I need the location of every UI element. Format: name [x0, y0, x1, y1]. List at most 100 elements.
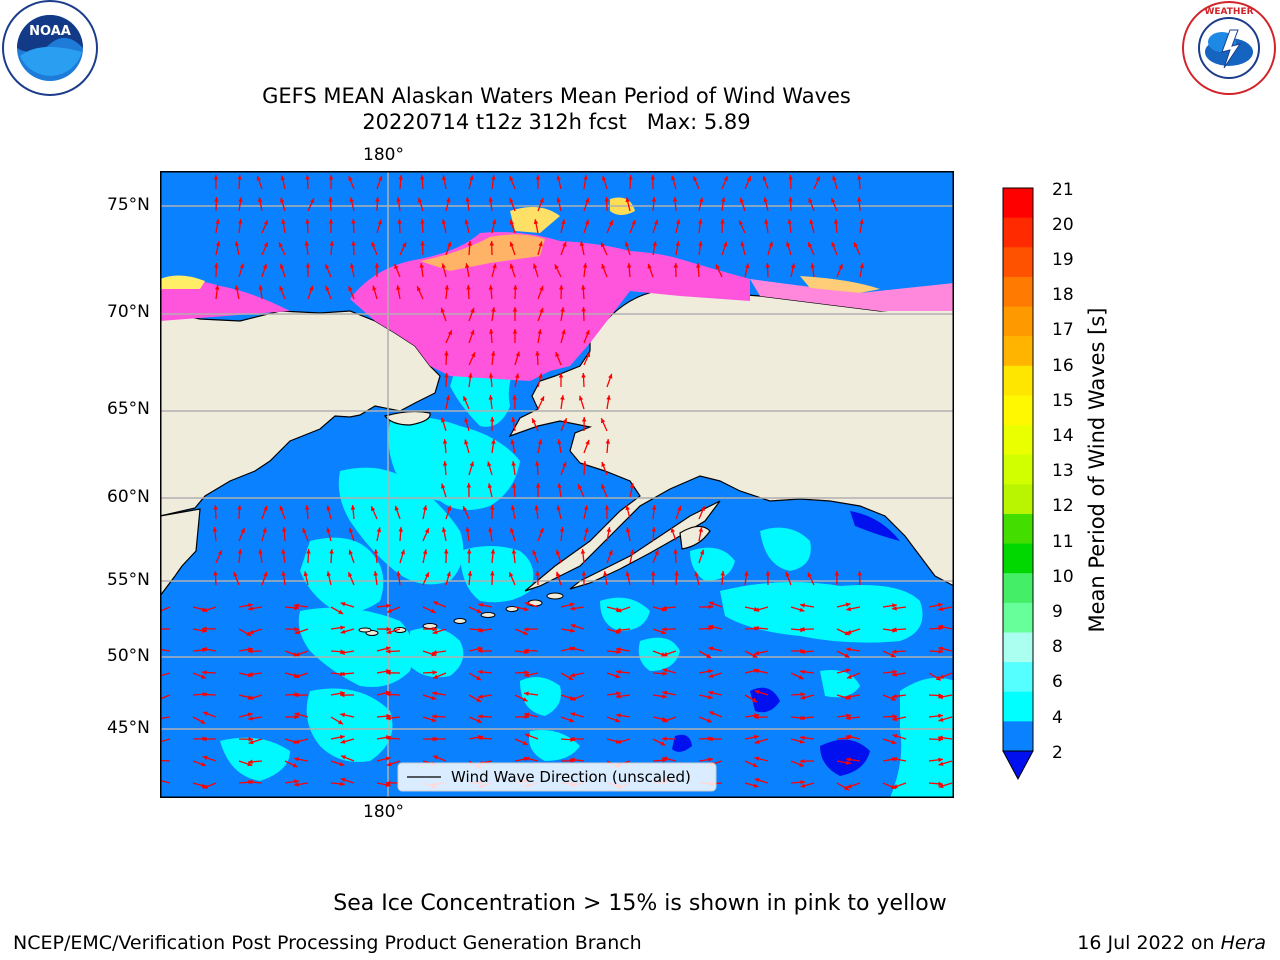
wave-direction-arrowhead: [555, 549, 561, 555]
wave-direction-arrowhead: [509, 241, 514, 247]
wave-direction-arrowhead: [616, 669, 621, 675]
wave-direction-arrowhead: [397, 219, 402, 224]
wave-direction-arrowhead: [341, 755, 346, 760]
colorbar-segment: [1003, 365, 1033, 396]
wave-direction-arrowhead: [857, 571, 862, 576]
wave-direction-arrowhead: [386, 603, 391, 609]
wave-direction-arrowhead: [754, 689, 760, 695]
wave-direction-arrowhead: [422, 505, 428, 511]
wave-direction-arrowhead: [234, 241, 240, 247]
colorbar-segment: [1003, 217, 1033, 248]
wave-direction-arrowhead: [745, 263, 750, 269]
wave-direction-arrowhead: [723, 176, 728, 182]
wave-direction-arrowhead: [400, 549, 405, 555]
wave-direction-arrowhead: [524, 627, 529, 632]
wave-direction-arrowhead: [626, 263, 632, 268]
wave-direction-arrowhead: [938, 717, 944, 722]
wave-direction-arrowhead: [329, 241, 334, 246]
wave-direction-arrowhead: [699, 549, 705, 555]
map-frame: [160, 171, 954, 798]
wave-direction-arrowhead: [478, 628, 483, 633]
wave-direction-arrowhead: [514, 373, 520, 379]
wave-direction-arrowhead: [625, 571, 630, 577]
wave-direction-arrowhead: [754, 778, 760, 783]
wave-direction-arrowhead: [294, 757, 299, 762]
wave-direction-arrowhead: [807, 572, 812, 578]
wave-direction-arrowhead: [662, 627, 667, 632]
wave-direction-arrowhead: [754, 715, 759, 720]
wave-direction-arrowhead: [417, 197, 423, 203]
wave-direction-arrowhead: [338, 719, 343, 725]
cbar-tick-2: 2: [1052, 743, 1063, 763]
wave-direction-arrowhead: [476, 608, 482, 613]
wave-direction-arrowhead: [660, 741, 666, 746]
wave-direction-arrowhead: [844, 653, 850, 658]
wave-direction-arrowhead: [441, 483, 446, 489]
wave-direction-arrowhead: [708, 690, 714, 696]
wave-direction-arrowhead: [304, 505, 310, 510]
wave-direction-arrowhead: [892, 784, 898, 789]
wave-direction-arrowhead: [305, 263, 311, 268]
wave-direction-arrowhead: [281, 219, 286, 224]
wave-direction-arrowhead: [647, 263, 652, 269]
wave-direction-arrowhead: [490, 505, 495, 510]
wave-direction-arrowhead: [510, 527, 515, 533]
wave-direction-arrowhead: [402, 242, 407, 248]
colorbar-segment: [1003, 632, 1033, 663]
wave-direction-arrowhead: [938, 649, 943, 654]
wave-direction-arrowhead: [478, 694, 483, 699]
wave-direction-arrowhead: [752, 697, 758, 702]
wave-direction-arrowhead: [441, 219, 447, 225]
wave-direction-arrowhead: [465, 527, 470, 532]
wave-direction-arrowhead: [238, 197, 243, 202]
wave-direction-arrowhead: [385, 756, 391, 761]
wave-direction-arrowhead: [262, 527, 267, 533]
wave-direction-arrowhead: [616, 739, 622, 744]
lon-label-bottom: 180°: [363, 802, 404, 822]
wave-direction-arrowhead: [601, 264, 606, 269]
wave-direction-arrowhead: [348, 527, 354, 533]
wave-direction-arrow: [160, 779, 171, 784]
wave-direction-arrowhead: [248, 649, 253, 654]
wave-direction-arrowhead: [584, 219, 590, 225]
svg-text:NOAA: NOAA: [29, 24, 71, 39]
map-canvas: Wind Wave Direction (unscaled): [160, 171, 954, 798]
wave-direction-arrowhead: [349, 197, 354, 203]
wave-direction-arrowhead: [846, 735, 851, 741]
wave-direction-arrowhead: [386, 670, 391, 676]
wave-direction-arrowhead: [569, 602, 575, 607]
wave-direction-arrowhead: [432, 629, 438, 635]
wave-direction-arrowhead: [535, 461, 540, 466]
wave-direction-arrowhead: [708, 624, 714, 630]
wave-direction-arrowhead: [446, 197, 451, 203]
wave-direction-arrowhead: [891, 739, 897, 745]
wave-direction-arrowhead: [938, 735, 943, 740]
wave-direction-arrowhead: [532, 550, 537, 555]
wave-direction-arrowhead: [650, 571, 656, 576]
wave-direction-arrowhead: [262, 263, 268, 269]
wave-direction-arrowhead: [447, 330, 452, 336]
wave-direction-arrowhead: [616, 627, 621, 633]
wave-direction-arrowhead: [720, 219, 725, 224]
wave-direction-arrowhead: [570, 736, 575, 742]
wave-direction-arrowhead: [394, 264, 399, 269]
wave-direction-arrowhead: [420, 241, 425, 246]
wave-direction-arrowhead: [892, 672, 897, 677]
wave-direction-arrowhead: [558, 373, 564, 378]
wave-direction-arrowhead: [417, 286, 422, 292]
wave-direction-arrowhead: [489, 329, 494, 334]
wave-direction-arrowhead: [280, 197, 285, 203]
wave-direction-arrowhead: [892, 757, 897, 762]
wave-direction-arrowhead: [672, 197, 678, 202]
wave-direction-arrowhead: [786, 241, 791, 247]
wave-direction-arrowhead: [673, 549, 678, 554]
wave-direction-arrowhead: [444, 285, 450, 290]
wave-direction-arrowhead: [808, 197, 813, 203]
wave-direction-arrowhead: [625, 197, 630, 203]
wave-direction-arrowhead: [294, 739, 300, 744]
cbar-tick-6: 6: [1052, 672, 1063, 692]
wave-direction-arrowhead: [310, 198, 315, 204]
wave-direction-arrowhead: [892, 716, 898, 722]
wave-direction-arrowhead: [248, 739, 254, 745]
wave-direction-arrowhead: [281, 549, 286, 554]
